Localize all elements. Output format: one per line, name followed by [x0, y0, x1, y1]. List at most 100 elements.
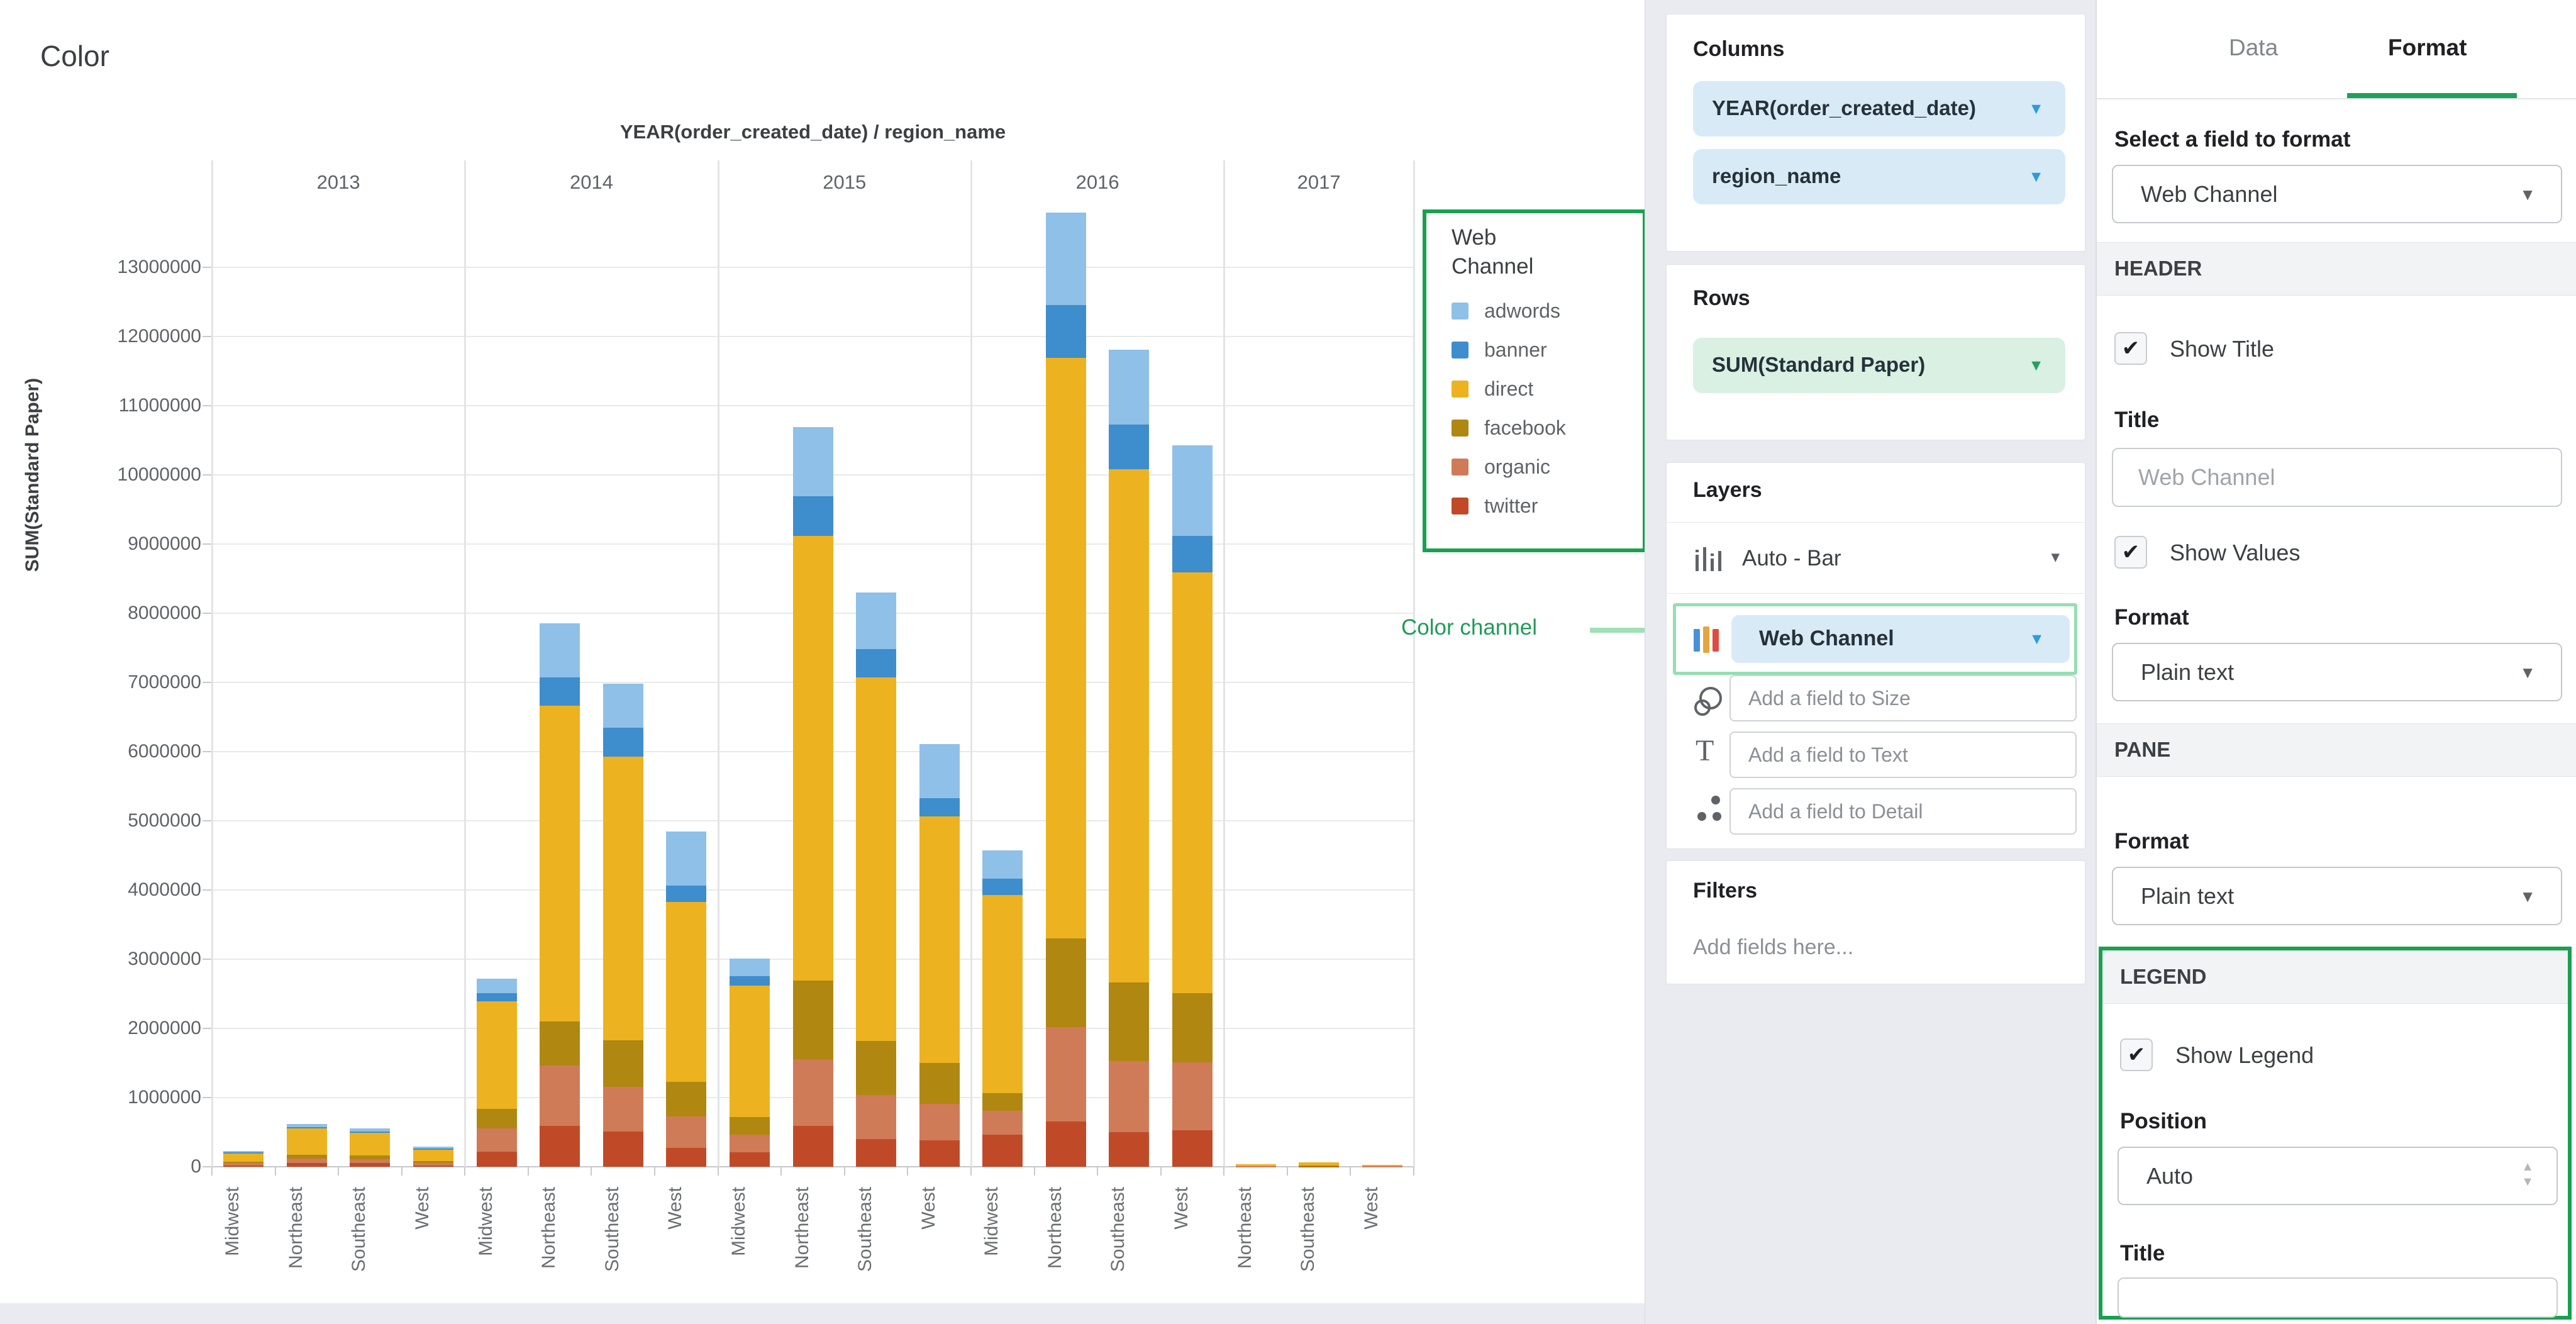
bar-segment-facebook[interactable] — [1172, 993, 1213, 1062]
bar-segment-twitter[interactable] — [1046, 1121, 1086, 1167]
bar-segment-banner[interactable] — [603, 728, 643, 756]
bar-segment-organic[interactable] — [477, 1128, 517, 1151]
bar-segment-twitter[interactable] — [793, 1126, 833, 1167]
bar-segment-banner[interactable] — [477, 993, 517, 1001]
pill-dropdown-caret-icon[interactable]: ▼ — [2028, 100, 2044, 118]
bar-segment-banner[interactable] — [856, 649, 896, 677]
bar-segment-banner[interactable] — [287, 1127, 327, 1128]
bar-segment-banner[interactable] — [540, 677, 580, 706]
bar-segment-twitter[interactable] — [603, 1132, 643, 1167]
header-title-input[interactable]: Web Channel — [2112, 448, 2562, 507]
bar-segment-direct[interactable] — [477, 1001, 517, 1109]
bar-segment-adwords[interactable] — [1046, 213, 1086, 305]
bar-segment-banner[interactable] — [350, 1132, 390, 1133]
bar-segment-twitter[interactable] — [666, 1148, 706, 1167]
bar-segment-organic[interactable] — [287, 1159, 327, 1164]
bar-segment-organic[interactable] — [540, 1065, 580, 1126]
bar-segment-facebook[interactable] — [793, 981, 833, 1059]
bar-segment-adwords[interactable] — [856, 592, 896, 649]
bar-segment-banner[interactable] — [1109, 425, 1149, 469]
bar-segment-adwords[interactable] — [793, 427, 833, 496]
bar-segment-facebook[interactable] — [1299, 1165, 1339, 1167]
bar-segment-facebook[interactable] — [540, 1021, 580, 1065]
bar-segment-banner[interactable] — [666, 886, 706, 901]
pill-dropdown-caret-icon[interactable]: ▼ — [2028, 168, 2044, 186]
stepper-arrows-icon[interactable]: ▲▼ — [2521, 1159, 2534, 1189]
bar-segment-twitter[interactable] — [413, 1165, 453, 1167]
bar-segment-banner[interactable] — [793, 496, 833, 536]
bar-segment-adwords[interactable] — [730, 959, 770, 977]
bar-segment-twitter[interactable] — [540, 1126, 580, 1167]
detail-field-input[interactable]: Add a field to Detail — [1729, 788, 2077, 835]
bar-segment-banner[interactable] — [919, 798, 960, 817]
show-legend-checkbox[interactable]: ✔ — [2120, 1038, 2153, 1071]
bar-segment-organic[interactable] — [1046, 1027, 1086, 1122]
bar-segment-adwords[interactable] — [666, 832, 706, 886]
bar-segment-organic[interactable] — [413, 1163, 453, 1165]
bar-segment-direct[interactable] — [1236, 1164, 1276, 1166]
bar-segment-facebook[interactable] — [982, 1093, 1023, 1111]
bar-segment-facebook[interactable] — [413, 1161, 453, 1163]
bar-segment-direct[interactable] — [350, 1133, 390, 1155]
pill-dropdown-caret-icon[interactable]: ▼ — [2029, 630, 2045, 648]
bar-segment-facebook[interactable] — [730, 1117, 770, 1135]
bar-segment-twitter[interactable] — [350, 1163, 390, 1167]
pill-year-order-created-date[interactable]: YEAR(order_created_date) ▼ — [1693, 81, 2065, 136]
bar-segment-organic[interactable] — [1362, 1166, 1402, 1167]
bar-segment-twitter[interactable] — [856, 1139, 896, 1167]
bar-segment-twitter[interactable] — [287, 1163, 327, 1167]
bar-segment-organic[interactable] — [1109, 1061, 1149, 1132]
bar-segment-facebook[interactable] — [350, 1155, 390, 1159]
filters-drop-target[interactable]: Add fields here... — [1693, 935, 1853, 960]
bar-segment-direct[interactable] — [540, 706, 580, 1021]
bar-segment-adwords[interactable] — [287, 1124, 327, 1128]
bar-segment-adwords[interactable] — [223, 1151, 264, 1152]
bar-segment-facebook[interactable] — [477, 1109, 517, 1129]
bar-segment-twitter[interactable] — [919, 1140, 960, 1167]
size-field-input[interactable]: Add a field to Size — [1729, 675, 2077, 721]
bar-segment-banner[interactable] — [223, 1152, 264, 1154]
bar-segment-direct[interactable] — [666, 902, 706, 1082]
bar-segment-direct[interactable] — [287, 1128, 327, 1155]
bar-segment-organic[interactable] — [730, 1135, 770, 1152]
bar-segment-organic[interactable] — [603, 1087, 643, 1131]
bar-segment-twitter[interactable] — [223, 1165, 264, 1167]
bar-segment-direct[interactable] — [1362, 1165, 1402, 1166]
bar-segment-organic[interactable] — [793, 1059, 833, 1126]
bar-segment-direct[interactable] — [1109, 469, 1149, 982]
bar-segment-twitter[interactable] — [477, 1152, 517, 1167]
bar-segment-facebook[interactable] — [1109, 982, 1149, 1060]
bar-segment-direct[interactable] — [1172, 572, 1213, 993]
legend-title-input[interactable] — [2118, 1277, 2558, 1318]
bar-segment-banner[interactable] — [730, 976, 770, 985]
bar-segment-facebook[interactable] — [603, 1040, 643, 1088]
tab-format[interactable]: Format — [2388, 35, 2467, 61]
bar-segment-facebook[interactable] — [287, 1155, 327, 1159]
bar-segment-direct[interactable] — [1299, 1162, 1339, 1165]
show-values-checkbox[interactable]: ✔ — [2114, 536, 2147, 569]
bar-segment-direct[interactable] — [1046, 358, 1086, 938]
bar-segment-twitter[interactable] — [982, 1135, 1023, 1167]
bar-segment-banner[interactable] — [1046, 305, 1086, 358]
bar-segment-adwords[interactable] — [603, 684, 643, 728]
bar-segment-facebook[interactable] — [856, 1041, 896, 1095]
bar-segment-direct[interactable] — [730, 986, 770, 1117]
legend-position-select[interactable]: Auto ▲▼ — [2118, 1147, 2558, 1205]
bar-segment-facebook[interactable] — [1046, 938, 1086, 1027]
pill-web-channel-color[interactable]: Web Channel ▼ — [1731, 615, 2070, 663]
bar-segment-facebook[interactable] — [666, 1082, 706, 1116]
pane-format-select[interactable]: Plain text ▼ — [2112, 867, 2562, 925]
bar-segment-organic[interactable] — [350, 1159, 390, 1164]
bar-segment-organic[interactable] — [223, 1163, 264, 1165]
show-title-checkbox[interactable]: ✔ — [2114, 332, 2147, 365]
bar-segment-twitter[interactable] — [1172, 1130, 1213, 1167]
bar-segment-direct[interactable] — [793, 536, 833, 981]
field-to-format-select[interactable]: Web Channel ▼ — [2112, 165, 2562, 223]
bar-segment-banner[interactable] — [413, 1149, 453, 1150]
tab-data[interactable]: Data — [2229, 35, 2278, 61]
text-field-input[interactable]: Add a field to Text — [1729, 732, 2077, 778]
pill-dropdown-caret-icon[interactable]: ▼ — [2028, 357, 2044, 375]
bar-segment-adwords[interactable] — [350, 1128, 390, 1131]
bar-segment-twitter[interactable] — [1109, 1132, 1149, 1167]
bar-segment-adwords[interactable] — [1172, 445, 1213, 535]
